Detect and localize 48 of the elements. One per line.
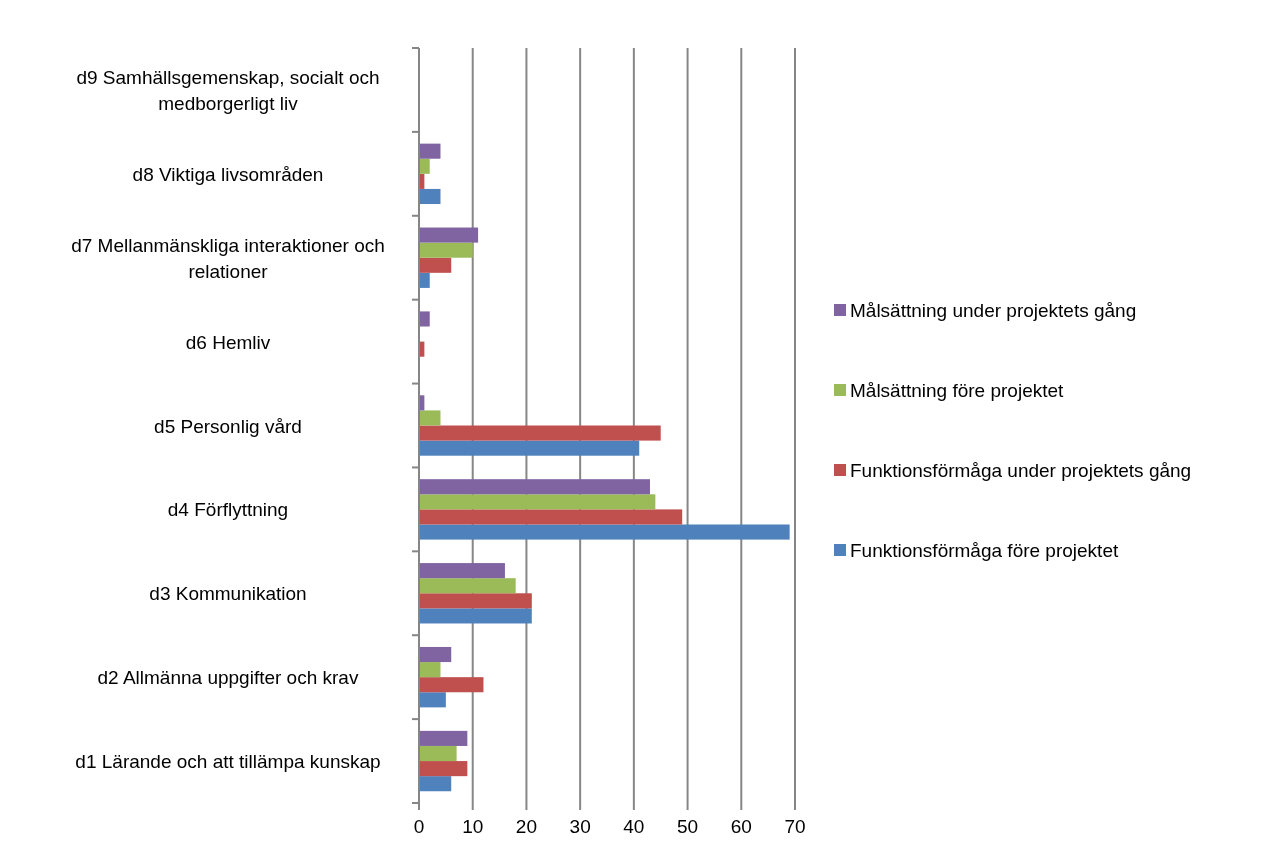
bar: [419, 494, 656, 510]
bar: [419, 272, 430, 288]
bar: [419, 730, 468, 746]
bar: [419, 677, 484, 693]
y-tick-label: d8 Viktiga livsområden: [132, 163, 324, 185]
bar: [419, 776, 452, 792]
bar: [419, 608, 532, 624]
bar: [419, 257, 452, 273]
bar: [419, 311, 430, 327]
bar: [419, 242, 473, 258]
y-tick-label: d5 Personlig vård: [154, 415, 302, 437]
y-tick-label: d7 Mellanmänskliga interaktioner och relationer: [71, 234, 385, 282]
bar: [419, 143, 441, 159]
bar: [419, 761, 468, 777]
x-tick-label: 50: [677, 816, 699, 837]
y-tick-label: d6 Hemliv: [185, 331, 271, 353]
y-tick-label: d1 Lärande och att tillämpa kunskap: [75, 751, 381, 773]
x-tick-label: 0: [413, 816, 425, 837]
bar: [419, 563, 505, 579]
x-tick-label: 70: [784, 816, 806, 837]
bar: [419, 479, 650, 495]
x-tick-label: 40: [623, 816, 645, 837]
bar: [419, 692, 446, 708]
x-tick-label: 20: [515, 816, 537, 837]
bar: [419, 578, 516, 594]
bar: [419, 188, 441, 205]
bar: [419, 227, 479, 243]
bar: [419, 646, 452, 663]
y-tick-label: d4 Förflyttning: [167, 499, 289, 521]
bar: [419, 440, 640, 456]
legend-label: Målsättning före projektet: [850, 380, 1065, 401]
legend-label: Målsättning under projektets gång: [850, 300, 1137, 321]
x-tick-label: 10: [462, 816, 484, 837]
legend-label: Funktionsförmåga under projektets gång: [850, 460, 1192, 481]
y-tick-label: d9 Samhällsgemenskap, socialt och medborgerligt liv: [76, 66, 380, 114]
legend-label: Funktionsförmåga före projektet: [850, 540, 1119, 561]
x-tick-label: 30: [569, 816, 591, 837]
bar: [419, 509, 683, 525]
y-tick-label: d2 Allmänna uppgifter och krav: [97, 667, 359, 689]
x-tick-label: 60: [730, 816, 752, 837]
bar: [419, 745, 457, 762]
bar: [419, 410, 441, 426]
bar: [419, 593, 532, 609]
y-tick-label: d3 Kommunikation: [149, 583, 307, 605]
bar: [419, 425, 661, 441]
bar: [419, 158, 430, 174]
bar: [419, 524, 790, 540]
bar: [419, 662, 441, 678]
